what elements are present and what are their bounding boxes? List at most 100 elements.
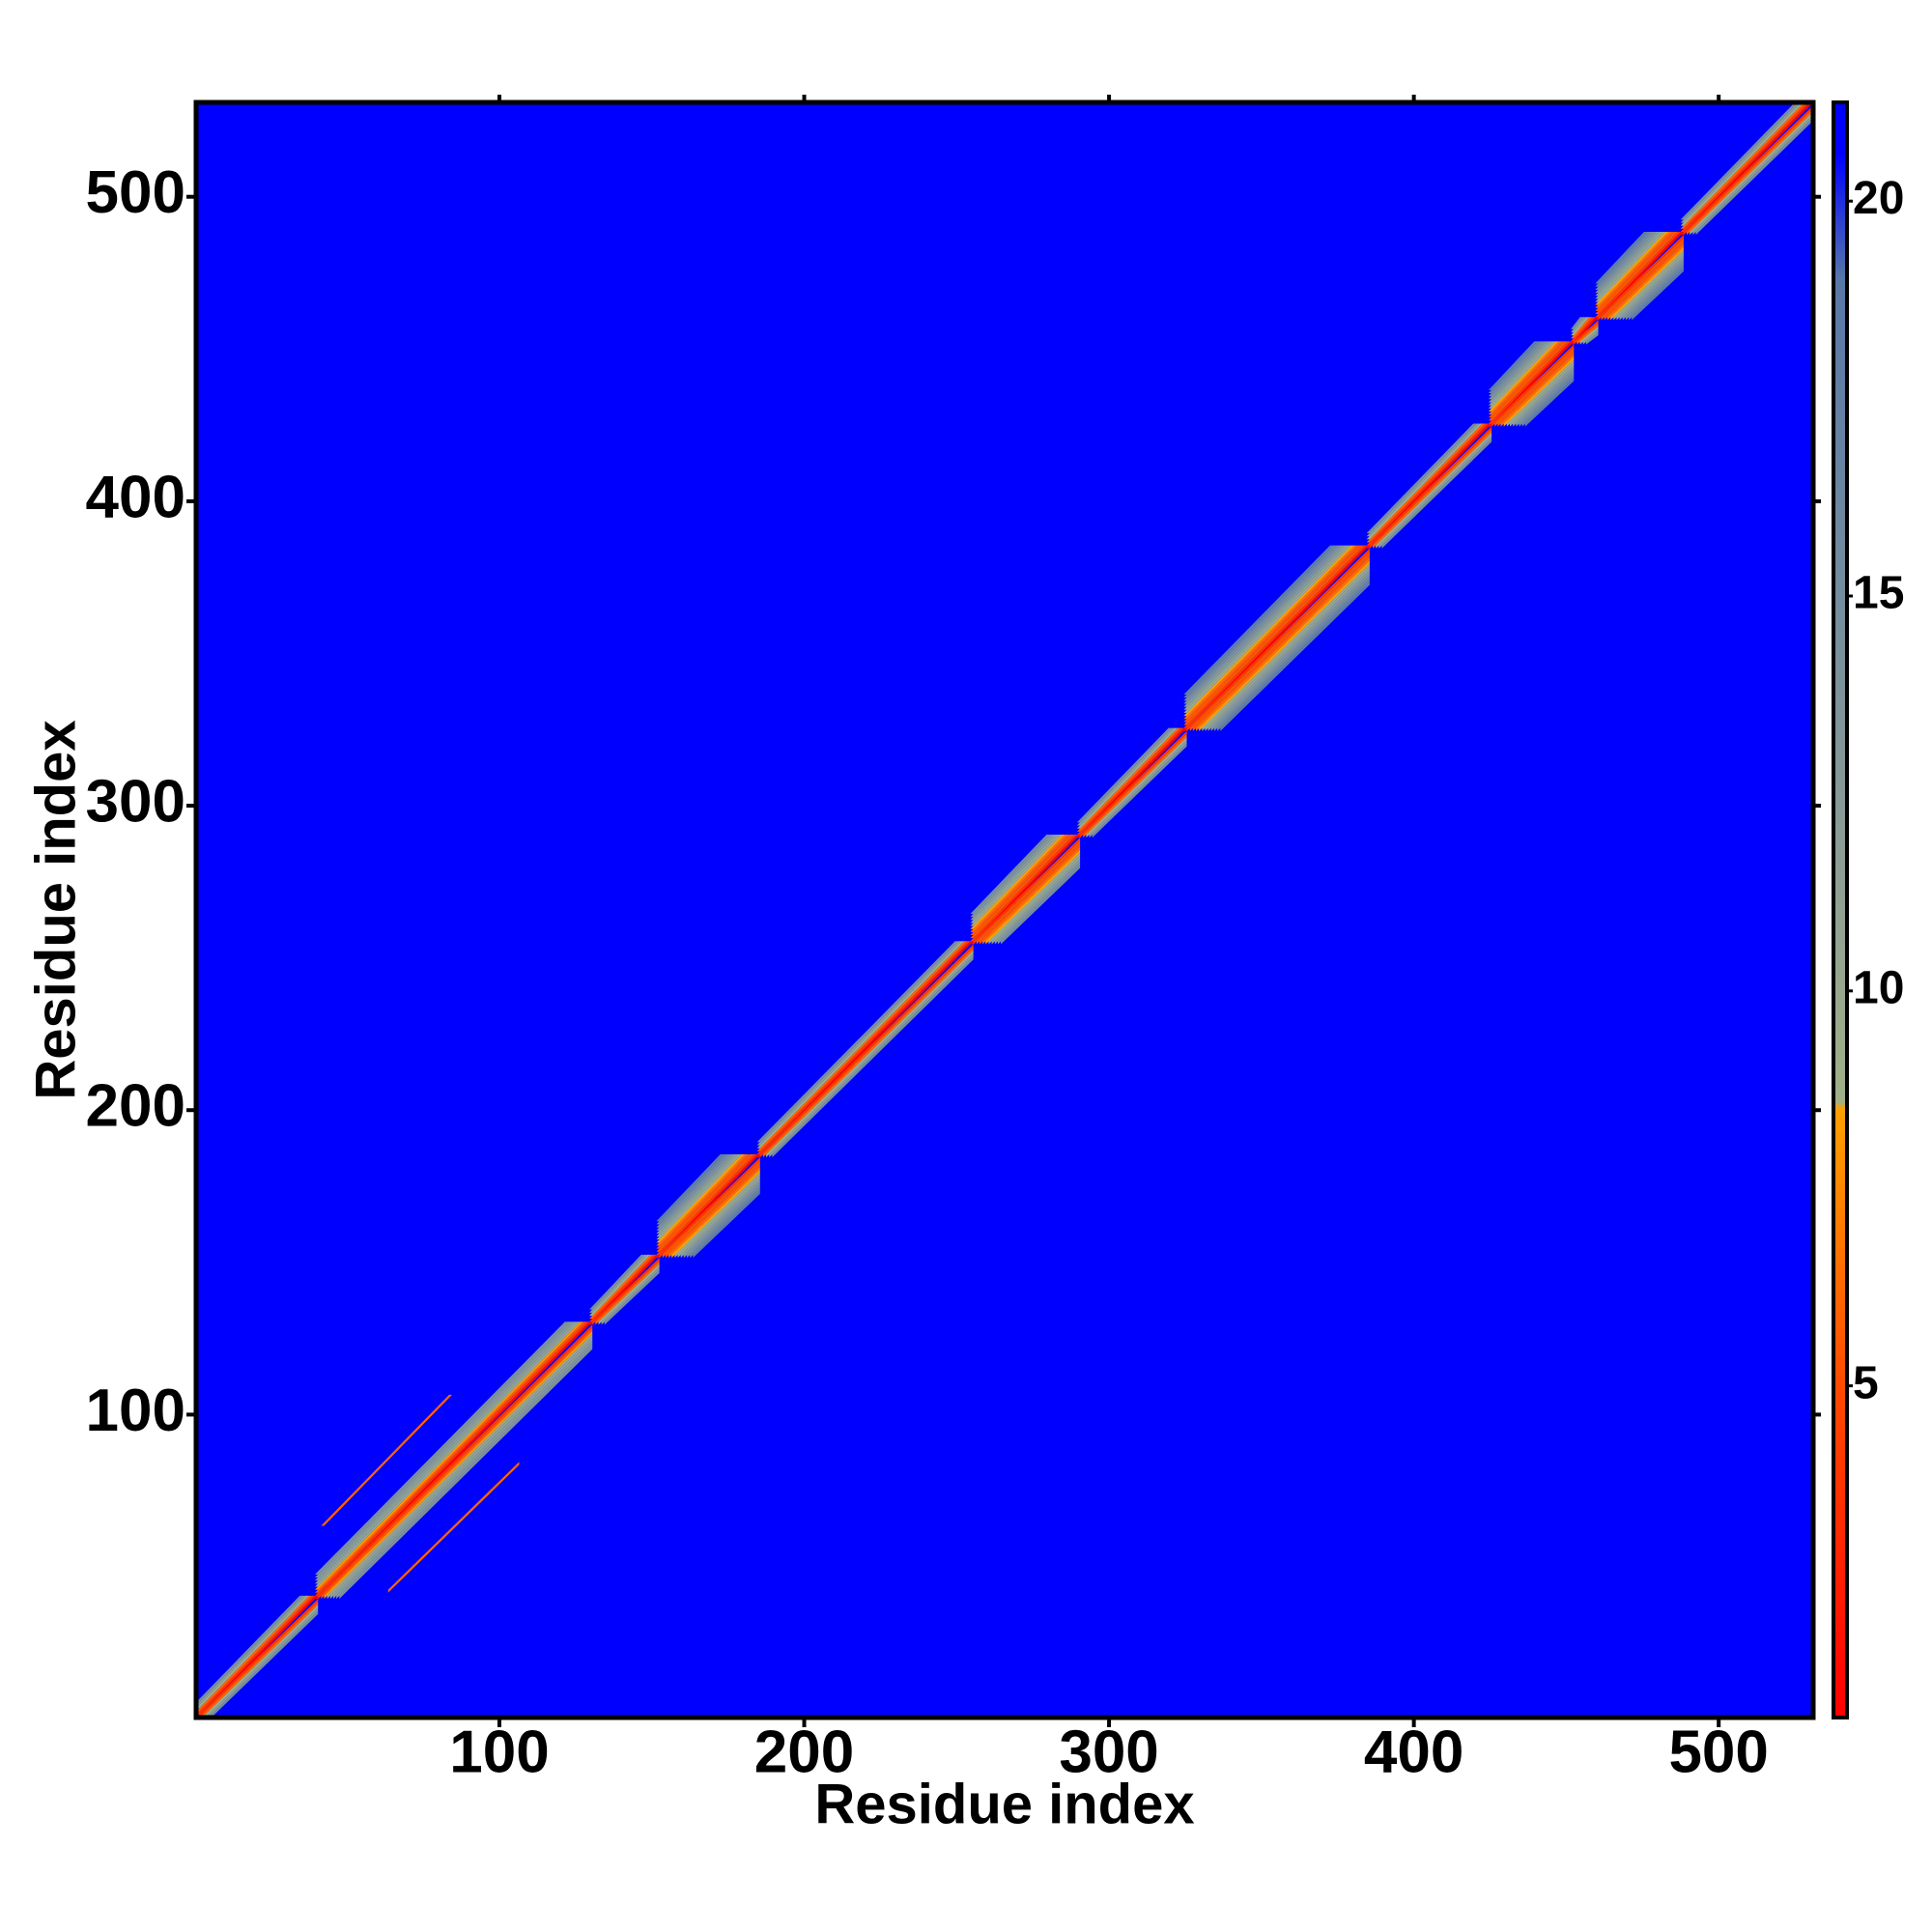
diagonal-band <box>1503 356 1575 427</box>
diagonal-band <box>1076 727 1184 835</box>
diagonal-band <box>759 944 974 1158</box>
diagonal-band <box>766 950 974 1158</box>
diagonal-band <box>1579 326 1599 345</box>
diagonal-band <box>1205 566 1370 731</box>
diagonal-band <box>994 859 1081 945</box>
x-tick-label: 100 <box>449 1719 549 1785</box>
diagonal-band <box>656 1153 736 1234</box>
diagonal-band <box>1571 317 1586 332</box>
diagonal-band <box>1622 259 1684 321</box>
diagonal-band <box>1595 231 1662 299</box>
diagonal-band <box>1619 256 1684 321</box>
diagonal-band <box>315 1321 593 1600</box>
diagonal-band <box>1001 865 1081 945</box>
diagonal-band <box>677 1175 760 1259</box>
plot-area <box>196 102 1813 1718</box>
diagonal-band <box>1186 548 1370 731</box>
diagonal-band <box>1616 253 1684 321</box>
diagonal-band <box>683 1181 760 1259</box>
diagonal-band <box>1683 106 1812 236</box>
diagonal-band <box>1183 545 1343 704</box>
diagonal-band <box>315 1321 578 1584</box>
diagonal-band <box>674 1172 760 1259</box>
diagonal-band <box>656 1153 727 1225</box>
diagonal-band <box>656 1153 724 1222</box>
diagonal-band <box>1625 262 1684 321</box>
diagonal-band <box>656 1153 760 1259</box>
diagonal-band <box>1183 545 1351 713</box>
diagonal-band <box>1680 103 1800 223</box>
diagonal-band <box>589 1254 644 1310</box>
diagonal-band <box>1488 341 1553 406</box>
x-axis-label: Residue index <box>814 1773 1194 1835</box>
diagonal-band <box>315 1321 581 1587</box>
diagonal-band <box>315 1321 575 1581</box>
diagonal-band <box>1183 545 1340 701</box>
diagonal-band <box>1217 579 1370 731</box>
diagonal-band <box>589 1254 648 1313</box>
diagonal-band <box>196 1595 306 1706</box>
diagonal-band <box>1183 545 1355 717</box>
diagonal-band <box>604 1269 660 1325</box>
colorbar-tick-label: 20 <box>1853 173 1904 224</box>
diagonal-band <box>762 947 974 1158</box>
diagonal-band <box>1595 231 1681 318</box>
diagonal-band <box>970 834 1081 945</box>
diagonal-band <box>1183 545 1334 696</box>
diagonal-band <box>1595 231 1665 302</box>
diagonal-band <box>988 852 1081 945</box>
diagonal-band <box>315 1321 586 1593</box>
diagonal-band <box>1680 103 1809 232</box>
diagonal-band <box>970 834 1074 939</box>
diagonal-band <box>756 941 958 1143</box>
diagonal-band <box>1183 545 1358 720</box>
diagonal-band <box>592 1258 660 1325</box>
diagonal-band <box>1595 231 1675 311</box>
diagonal-band <box>1076 727 1175 826</box>
diagonal-band <box>315 1321 568 1575</box>
diagonal-band <box>1092 743 1187 838</box>
diagonal-band <box>208 1607 319 1718</box>
contact-line <box>321 1394 453 1526</box>
diagonal-band <box>1488 341 1556 409</box>
diagonal-band <box>196 1595 312 1712</box>
diagonal-band <box>656 1153 752 1249</box>
y-tick-label: 300 <box>86 768 185 835</box>
diagonal-band <box>668 1166 760 1259</box>
diagonal-band <box>656 1153 754 1252</box>
diagonal-band <box>1607 243 1684 321</box>
diagonal-band <box>1220 582 1370 731</box>
diagonal-band <box>1571 317 1593 339</box>
diagonal-band <box>1369 426 1492 549</box>
diagonal-band <box>1373 429 1492 549</box>
diagonal-band <box>671 1169 760 1259</box>
diagonal-band <box>680 1179 760 1259</box>
diagonal-band <box>315 1321 583 1590</box>
diagonal-band <box>769 952 974 1158</box>
contact-line <box>387 1462 520 1593</box>
diagonal-band <box>1488 341 1562 415</box>
plot-frame <box>193 99 1816 1720</box>
diagonal-band <box>659 1157 760 1259</box>
diagonal-band <box>589 1254 660 1325</box>
diagonal-band <box>318 1324 593 1600</box>
diagonal-band <box>1632 268 1684 321</box>
diagonal-band <box>1692 116 1812 236</box>
diagonal-band <box>665 1163 760 1259</box>
diagonal-band <box>985 849 1081 945</box>
diagonal-band <box>589 1254 651 1316</box>
diagonal-band <box>1680 103 1812 236</box>
diagonal-band <box>1488 341 1550 403</box>
diagonal-band <box>196 1595 303 1703</box>
diagonal-band <box>1577 323 1599 345</box>
diagonal-band <box>1516 368 1575 427</box>
diagonal-band <box>1595 231 1684 321</box>
diagonal-band <box>1595 231 1648 284</box>
diagonal-band <box>656 1153 749 1246</box>
diagonal-band <box>1080 730 1187 838</box>
diagonal-band <box>339 1346 593 1600</box>
diagonal-band <box>756 941 962 1146</box>
diagonal-band <box>970 834 1053 918</box>
diagonal-band <box>1210 572 1370 731</box>
